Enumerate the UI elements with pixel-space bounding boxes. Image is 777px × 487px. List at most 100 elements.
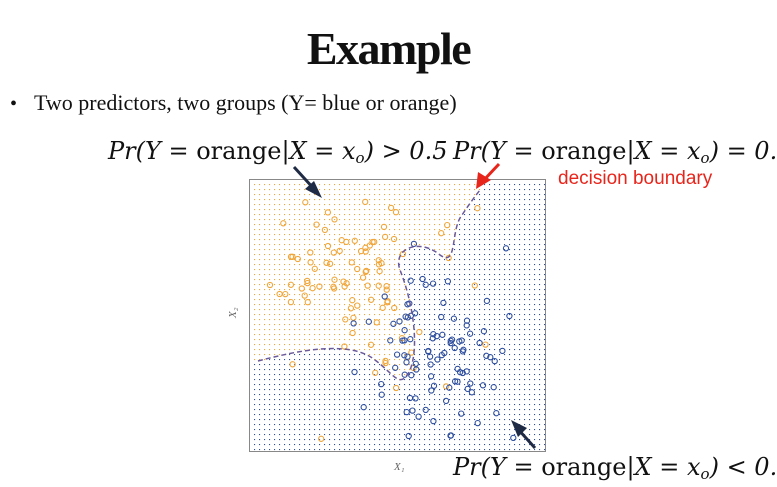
data-point [442, 383, 450, 390]
grid-dot [524, 414, 526, 416]
grid-dot [274, 344, 276, 346]
grid-dot [329, 224, 331, 226]
grid-dot [424, 194, 426, 196]
grid-dot [529, 404, 531, 406]
grid-dot [389, 264, 391, 266]
grid-dot [379, 344, 381, 346]
grid-dot [449, 364, 451, 366]
grid-dot [319, 329, 321, 331]
grid-dot [504, 304, 506, 306]
grid-dot [339, 374, 341, 376]
data-point [396, 318, 403, 325]
grid-dot [429, 389, 431, 391]
grid-dot [404, 199, 406, 201]
grid-dot [454, 399, 456, 401]
grid-dot [259, 209, 261, 211]
grid-dot [384, 439, 386, 441]
grid-dot [489, 194, 491, 196]
grid-dot [434, 419, 436, 421]
grid-dot [474, 224, 476, 226]
grid-dot [424, 329, 426, 331]
grid-dot [294, 284, 296, 286]
grid-dot [339, 244, 341, 246]
data-point [448, 336, 456, 343]
grid-dot [324, 449, 326, 451]
grid-dot [269, 219, 271, 221]
grid-dot [514, 209, 516, 211]
grid-dot [299, 284, 301, 286]
grid-dot [274, 304, 276, 306]
grid-dot [429, 329, 431, 331]
grid-dot [444, 344, 446, 346]
grid-dot [274, 184, 276, 186]
grid-dot [444, 289, 446, 291]
grid-dot [289, 324, 291, 326]
grid-dot [464, 224, 466, 226]
grid-dot [539, 379, 541, 381]
grid-dot [384, 349, 386, 351]
grid-dot [369, 249, 371, 251]
grid-dot [329, 319, 331, 321]
grid-dot [454, 449, 456, 451]
grid-dot [489, 329, 491, 331]
grid-dot [499, 224, 501, 226]
grid-dot [349, 434, 351, 436]
grid-dot [444, 209, 446, 211]
grid-dot [414, 384, 416, 386]
grid-dot [369, 209, 371, 211]
grid-dot [344, 354, 346, 356]
grid-dot [369, 339, 371, 341]
data-point [307, 259, 314, 266]
grid-dot [299, 424, 301, 426]
grid-dot [459, 329, 461, 331]
grid-dot [399, 189, 401, 191]
grid-dot [359, 424, 361, 426]
grid-dot [294, 449, 296, 451]
grid-dot [409, 274, 411, 276]
grid-dot [374, 209, 376, 211]
grid-dot [359, 449, 361, 451]
grid-dot [434, 319, 436, 321]
grid-dot [459, 299, 461, 301]
grid-dot [334, 244, 336, 246]
grid-dot [444, 284, 446, 286]
grid-dot [334, 294, 336, 296]
grid-dot [319, 189, 321, 191]
grid-dot [539, 299, 541, 301]
grid-dot [394, 324, 396, 326]
grid-dot [409, 349, 411, 351]
grid-dot [419, 439, 421, 441]
grid-dot [464, 439, 466, 441]
data-point [438, 230, 445, 237]
grid-dot [274, 209, 276, 211]
grid-dot [454, 334, 456, 336]
grid-dot [254, 189, 256, 191]
grid-dot [454, 429, 456, 431]
grid-dot [424, 389, 426, 391]
grid-dot [274, 214, 276, 216]
grid-dot [404, 439, 406, 441]
grid-dot [354, 429, 356, 431]
grid-dot [479, 404, 481, 406]
grid-dot [394, 284, 396, 286]
grid-dot [349, 244, 351, 246]
grid-dot [344, 319, 346, 321]
grid-dot [504, 364, 506, 366]
grid-dot [364, 379, 366, 381]
grid-dot [269, 414, 271, 416]
grid-dot [484, 274, 486, 276]
grid-dot [484, 434, 486, 436]
grid-dot [414, 394, 416, 396]
data-point [331, 276, 338, 283]
grid-dot [349, 184, 351, 186]
grid-dot [494, 399, 496, 401]
grid-dot [509, 204, 511, 206]
grid-dot [404, 434, 406, 436]
grid-dot [519, 379, 521, 381]
grid-dot [269, 394, 271, 396]
grid-dot [344, 359, 346, 361]
grid-dot [439, 274, 441, 276]
grid-dot [374, 284, 376, 286]
grid-dot [259, 224, 261, 226]
grid-dot [379, 339, 381, 341]
